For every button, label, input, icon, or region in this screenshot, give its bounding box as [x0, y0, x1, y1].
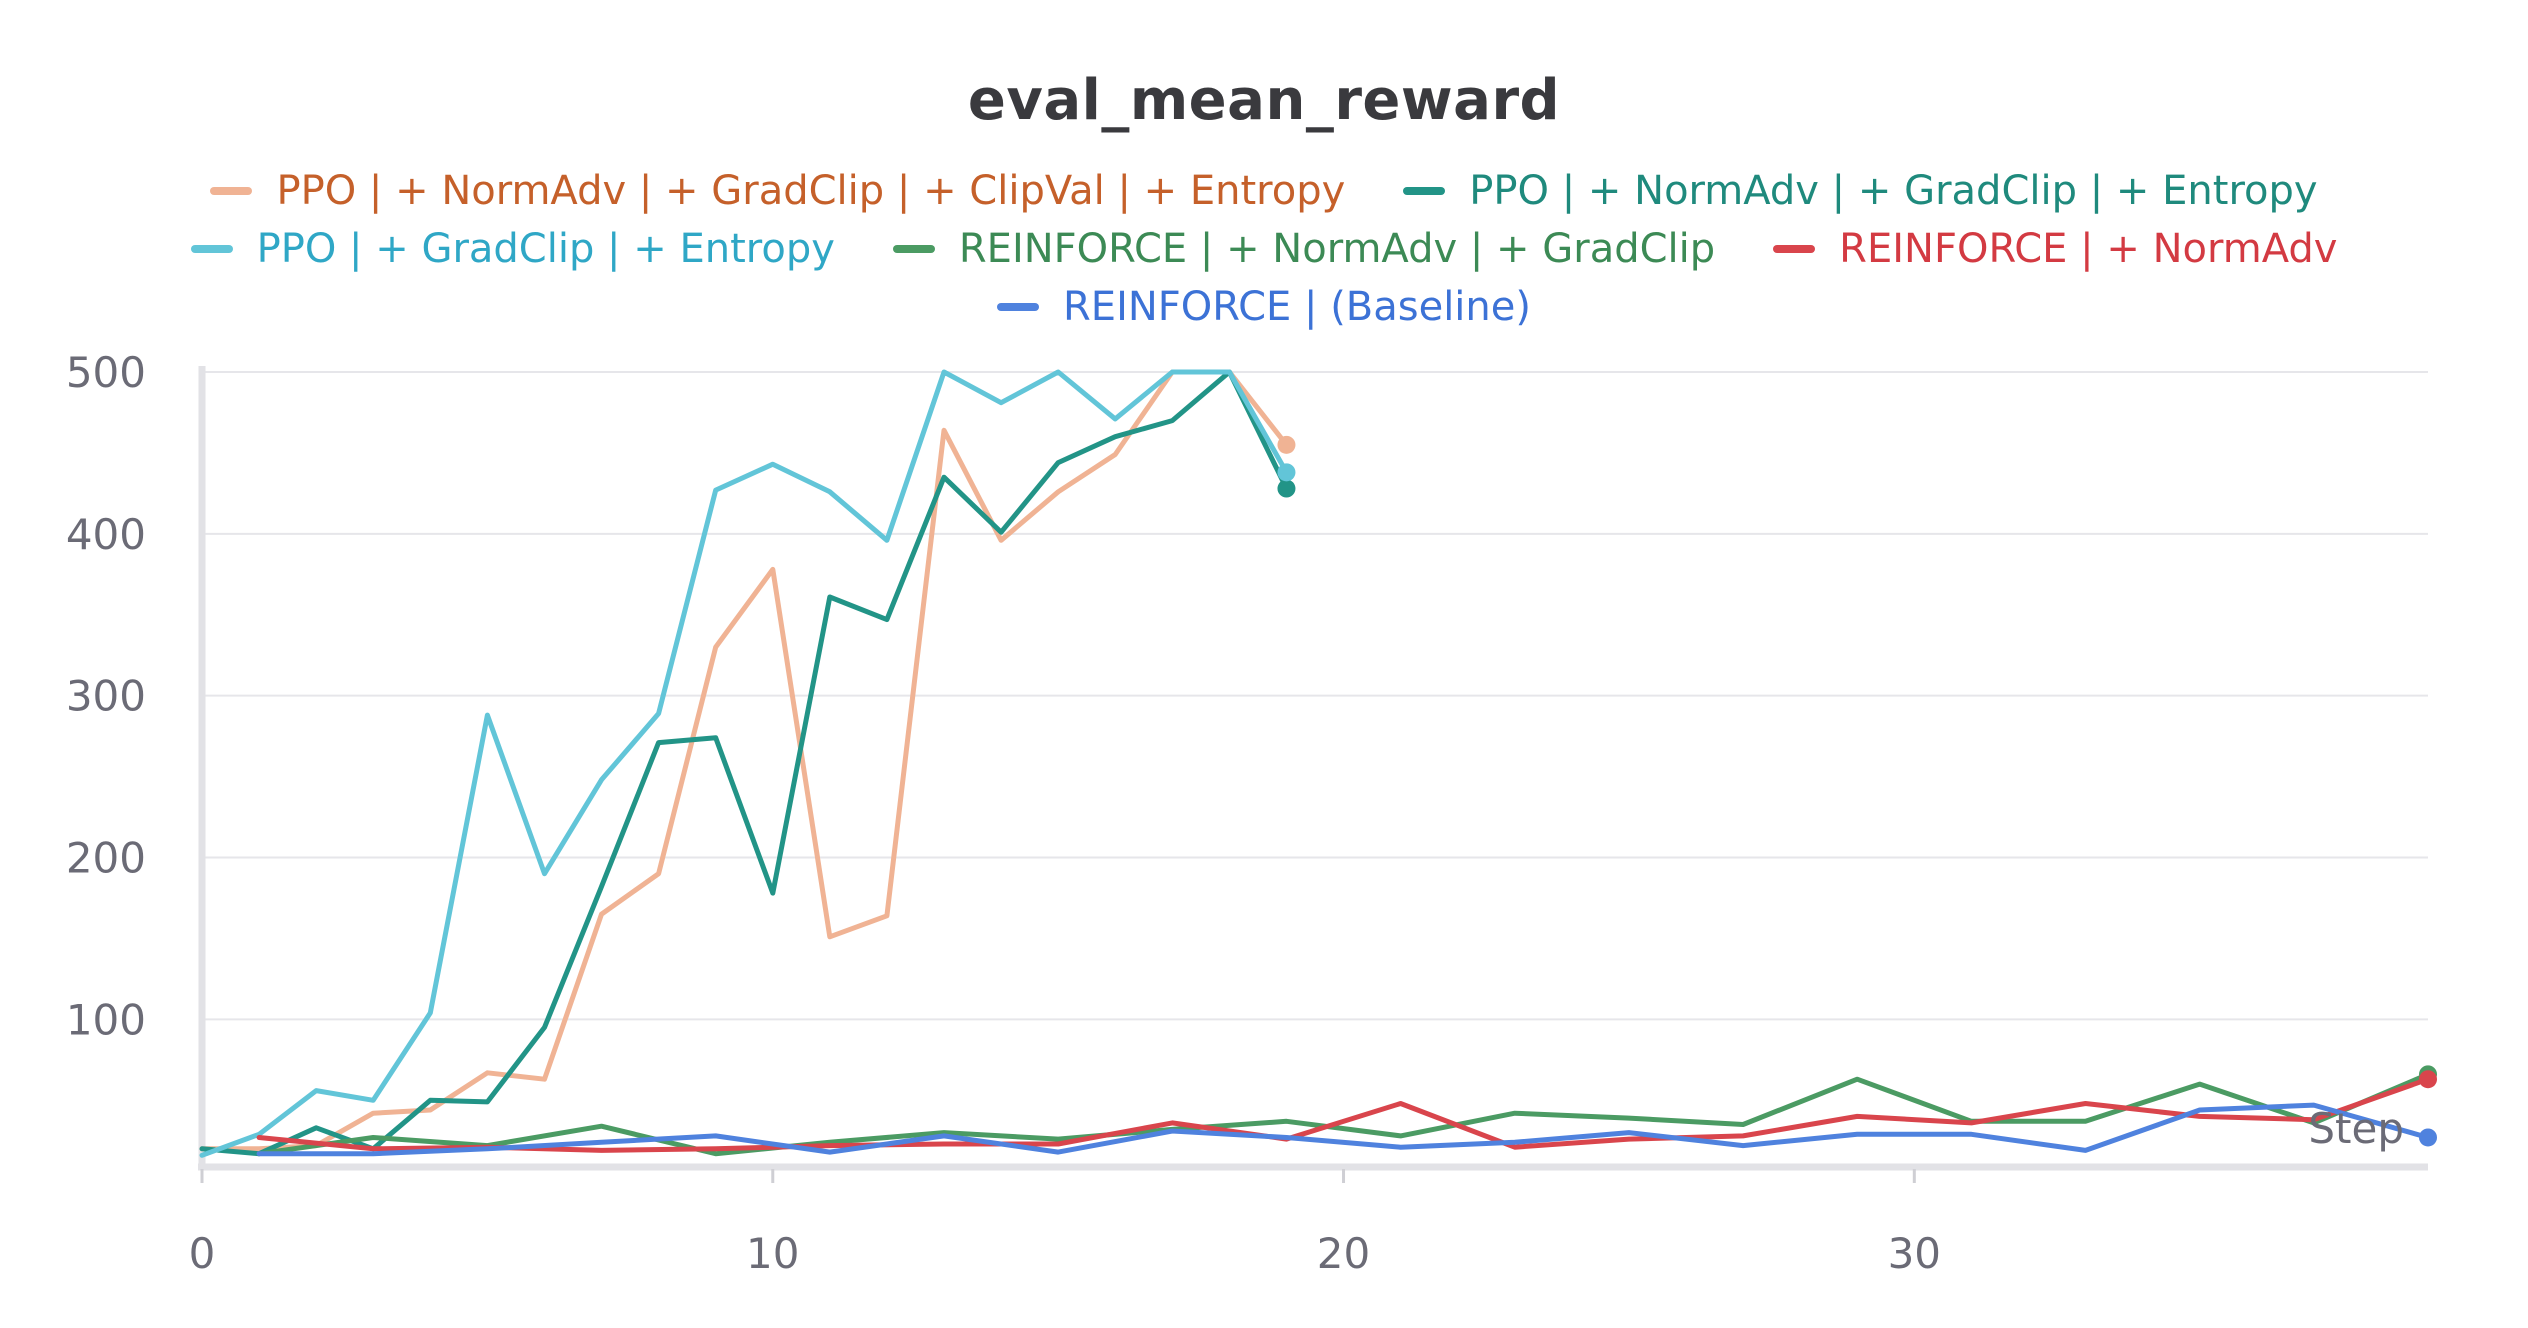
series-line	[256, 1076, 2431, 1153]
y-tick-label: 400	[66, 510, 146, 559]
legend-label: REINFORCE | + NormAdv	[1839, 226, 2338, 272]
series-layer	[199, 369, 2437, 1158]
series-end-marker	[1277, 463, 1296, 482]
legend-row-1: PPO | + NormAdv | + GradClip | + ClipVal…	[0, 162, 2528, 220]
series-line	[199, 369, 1289, 1158]
legend-label: PPO | + GradClip | + Entropy	[256, 226, 835, 272]
legend-swatch	[997, 303, 1039, 311]
chart-title: eval_mean_reward	[967, 68, 1561, 133]
axes	[198, 366, 2428, 1183]
legend: PPO | + NormAdv | + GradClip | + ClipVal…	[0, 162, 2528, 336]
series-line	[199, 369, 1289, 1157]
legend-item[interactable]: PPO | + NormAdv | + GradClip | + Entropy	[1403, 168, 2318, 214]
axis-labels: 100 200 300 400 500 0 10 20 30 Step	[66, 348, 2404, 1278]
legend-label: REINFORCE | + NormAdv | + GradClip	[958, 226, 1716, 272]
x-tick-label: 0	[189, 1229, 216, 1278]
series-line	[256, 1102, 2431, 1157]
legend-item[interactable]: PPO | + NormAdv | + GradClip | + ClipVal…	[210, 168, 1345, 214]
legend-swatch	[1403, 187, 1446, 195]
series-end-marker	[2419, 1128, 2437, 1147]
legend-swatch	[190, 245, 233, 253]
legend-item[interactable]: REINFORCE | (Baseline)	[997, 284, 1531, 330]
legend-swatch	[210, 187, 253, 195]
series-end-marker	[2419, 1070, 2437, 1089]
legend-item[interactable]: REINFORCE | + NormAdv	[1773, 226, 2337, 272]
legend-swatch	[1773, 245, 1816, 253]
legend-label: REINFORCE | (Baseline)	[1063, 284, 1531, 330]
legend-item[interactable]: PPO | + GradClip | + Entropy	[190, 226, 835, 272]
gridlines	[202, 371, 2428, 1021]
legend-item[interactable]: REINFORCE | + NormAdv | + GradClip	[892, 226, 1716, 272]
x-tick-label: 10	[746, 1229, 799, 1278]
y-tick-label: 200	[66, 834, 146, 883]
x-tick-label: 30	[1888, 1229, 1941, 1278]
series-end-marker	[1277, 479, 1296, 498]
legend-row-3: REINFORCE | (Baseline)	[0, 278, 2528, 336]
series-line	[199, 369, 1289, 1152]
legend-label: PPO | + NormAdv | + GradClip | + ClipVal…	[276, 168, 1346, 214]
y-tick-label: 100	[66, 995, 146, 1044]
series-line	[256, 1071, 2431, 1157]
y-tick-label: 500	[66, 348, 146, 397]
x-axis-title: Step	[2308, 1104, 2404, 1153]
x-tick-label: 20	[1317, 1229, 1370, 1278]
legend-swatch	[892, 245, 935, 253]
legend-label: PPO | + NormAdv | + GradClip | + Entropy	[1469, 168, 2318, 214]
y-tick-label: 300	[66, 672, 146, 721]
series-end-marker	[1277, 435, 1296, 454]
legend-row-2: PPO | + GradClip | + Entropy REINFORCE |…	[0, 220, 2528, 278]
